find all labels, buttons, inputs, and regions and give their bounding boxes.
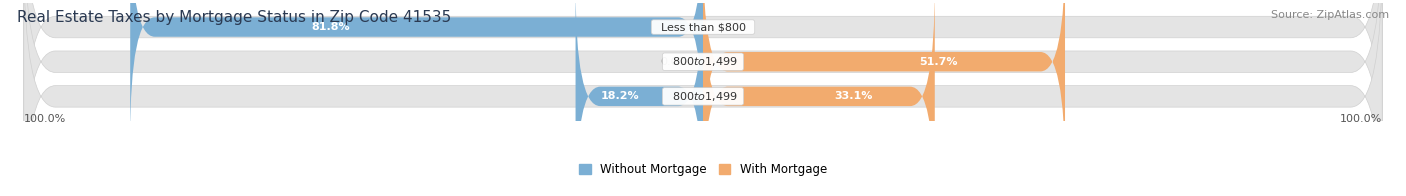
Text: Source: ZipAtlas.com: Source: ZipAtlas.com bbox=[1271, 10, 1389, 20]
FancyBboxPatch shape bbox=[24, 0, 1382, 196]
Text: 18.2%: 18.2% bbox=[600, 91, 640, 101]
FancyBboxPatch shape bbox=[131, 0, 703, 139]
FancyBboxPatch shape bbox=[24, 0, 1382, 172]
Text: 0.0%: 0.0% bbox=[661, 57, 689, 67]
FancyBboxPatch shape bbox=[703, 0, 1064, 173]
FancyBboxPatch shape bbox=[703, 0, 935, 196]
Text: 81.8%: 81.8% bbox=[311, 22, 350, 32]
Text: Real Estate Taxes by Mortgage Status in Zip Code 41535: Real Estate Taxes by Mortgage Status in … bbox=[17, 10, 451, 25]
Text: 51.7%: 51.7% bbox=[920, 57, 957, 67]
Text: 33.1%: 33.1% bbox=[835, 91, 873, 101]
Text: 100.0%: 100.0% bbox=[24, 114, 66, 124]
Legend: Without Mortgage, With Mortgage: Without Mortgage, With Mortgage bbox=[579, 163, 827, 176]
FancyBboxPatch shape bbox=[24, 0, 1382, 196]
Text: $800 to $1,499: $800 to $1,499 bbox=[665, 55, 741, 68]
Text: 0.0%: 0.0% bbox=[717, 22, 745, 32]
Text: Less than $800: Less than $800 bbox=[654, 22, 752, 32]
FancyBboxPatch shape bbox=[575, 0, 703, 196]
Text: 100.0%: 100.0% bbox=[1340, 114, 1382, 124]
Text: $800 to $1,499: $800 to $1,499 bbox=[665, 90, 741, 103]
